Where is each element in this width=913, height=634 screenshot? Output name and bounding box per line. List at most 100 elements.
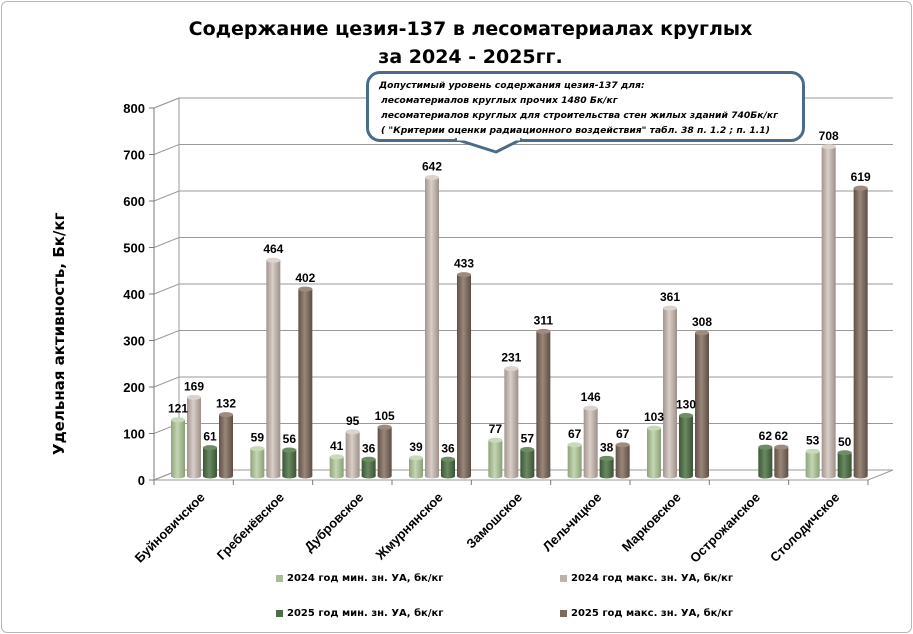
bar-base-2-3 xyxy=(441,473,455,479)
bar-top-1-3 xyxy=(425,174,439,180)
data-label-1-2: 95 xyxy=(346,414,360,428)
legend-swatch-2024-min xyxy=(276,575,283,582)
data-label-2-6: 130 xyxy=(676,398,696,412)
category-label-1: Гребенёвское xyxy=(214,490,287,563)
legend-swatch-2025-max xyxy=(560,610,567,617)
data-label-2-5: 38 xyxy=(600,440,614,454)
bar-0-2 xyxy=(329,456,344,476)
bar-1-6 xyxy=(663,308,677,476)
bar-top-2-8 xyxy=(837,450,852,456)
bar-top-0-8 xyxy=(805,448,820,454)
bar-top-1-0 xyxy=(187,394,201,400)
bar-top-2-0 xyxy=(203,445,217,451)
data-label-1-3: 642 xyxy=(422,159,442,173)
bar-top-0-1 xyxy=(250,446,265,452)
callout-line3: лесоматериалов круглых для строительства… xyxy=(381,110,778,121)
category-label-4: Замошское xyxy=(463,490,525,552)
data-label-3-0: 132 xyxy=(216,397,236,411)
gridline xyxy=(153,190,893,202)
bar-base-0-5 xyxy=(567,473,582,479)
bar-base-3-7 xyxy=(774,473,789,479)
data-label-0-2: 41 xyxy=(330,439,344,453)
legend-label-2024-min: 2024 год мин. зн. УА, бк/кг xyxy=(287,573,444,584)
bar-base-0-0 xyxy=(171,473,185,479)
bar-top-3-2 xyxy=(377,424,392,430)
bar-base-3-5 xyxy=(615,473,630,479)
bar-base-2-8 xyxy=(837,473,852,479)
chart-title-line2: за 2024 - 2025гг. xyxy=(378,46,563,68)
bar-0-4 xyxy=(488,440,503,476)
bar-base-1-2 xyxy=(345,473,360,479)
bar-top-3-0 xyxy=(219,412,233,418)
bar-0-0 xyxy=(171,419,185,476)
data-label-1-0: 169 xyxy=(184,379,204,393)
category-label-2: Дубровское xyxy=(301,490,366,555)
bar-base-1-1 xyxy=(266,473,281,479)
bar-base-1-3 xyxy=(425,473,439,479)
bar-base-3-8 xyxy=(853,473,868,479)
data-label-0-1: 59 xyxy=(251,431,265,445)
legend-swatch-2025-min xyxy=(276,610,283,617)
bar-base-3-1 xyxy=(298,473,313,479)
y-tick-label: 600 xyxy=(123,194,145,209)
bar-1-2 xyxy=(345,431,360,476)
y-tick-label: 300 xyxy=(123,334,145,349)
bar-base-1-5 xyxy=(583,473,598,479)
y-tick-label: 0 xyxy=(138,473,145,488)
bar-0-1 xyxy=(250,448,265,476)
data-label-0-5: 67 xyxy=(568,427,582,441)
bar-base-0-1 xyxy=(250,473,265,479)
gridline xyxy=(153,283,893,295)
bar-layer xyxy=(171,144,868,479)
bar-base-3-0 xyxy=(219,473,233,479)
data-label-0-6: 103 xyxy=(644,410,664,424)
category-label-8: Столодичское xyxy=(767,490,842,565)
y-tick-label: 700 xyxy=(123,148,145,163)
bar-3-6 xyxy=(695,332,709,476)
legend-item-2024-min: 2024 год мин. зн. УА, бк/кг xyxy=(276,573,444,584)
bar-top-1-4 xyxy=(504,366,519,372)
category-label-3: Жмурнянское xyxy=(372,490,446,564)
data-label-2-4: 57 xyxy=(521,431,535,445)
bar-base-3-2 xyxy=(377,473,392,479)
bar-base-1-4 xyxy=(504,473,519,479)
data-label-1-4: 231 xyxy=(501,351,521,365)
bar-top-2-5 xyxy=(599,455,614,461)
bar-top-1-8 xyxy=(821,144,836,150)
bar-1-8 xyxy=(821,146,836,476)
bar-3-1 xyxy=(298,289,313,476)
y-tick-label: 100 xyxy=(123,427,145,442)
bar-top-0-2 xyxy=(329,454,344,460)
bar-top-1-6 xyxy=(663,305,677,311)
bar-base-2-4 xyxy=(520,473,535,479)
bar-top-3-1 xyxy=(298,286,313,292)
bar-3-5 xyxy=(615,444,630,476)
tolerance-callout: Допустимый уровень содержания цезия-137 … xyxy=(366,71,805,142)
bar-top-2-1 xyxy=(282,447,297,453)
bar-2-5 xyxy=(599,458,614,476)
data-label-3-1: 402 xyxy=(295,271,315,285)
gridline xyxy=(153,237,893,248)
bar-1-4 xyxy=(504,368,519,476)
y-tick-label: 200 xyxy=(123,380,145,395)
category-label-6: Марковское xyxy=(619,490,684,555)
bar-3-0 xyxy=(219,414,233,476)
bar-3-7 xyxy=(774,447,789,476)
bar-3-4 xyxy=(536,331,551,476)
bar-top-0-6 xyxy=(647,425,661,431)
bar-base-1-8 xyxy=(821,473,836,479)
bar-base-0-3 xyxy=(409,473,423,479)
bar-top-2-2 xyxy=(361,456,376,462)
bar-2-1 xyxy=(282,449,297,476)
legend-label-2025-min: 2025 год мин. зн. УА, бк/кг xyxy=(287,608,444,619)
y-tick-label: 800 xyxy=(123,101,145,116)
legend-item-2025-max: 2025 год макс. зн. УА, бк/кг xyxy=(560,608,733,619)
bar-1-0 xyxy=(187,397,201,476)
bar-1-3 xyxy=(425,177,439,476)
bar-top-3-5 xyxy=(615,442,630,448)
data-label-3-2: 105 xyxy=(375,409,395,423)
bar-base-2-2 xyxy=(361,473,376,479)
data-label-0-0: 121 xyxy=(168,402,188,416)
legend-swatch-2024-max xyxy=(560,575,567,582)
